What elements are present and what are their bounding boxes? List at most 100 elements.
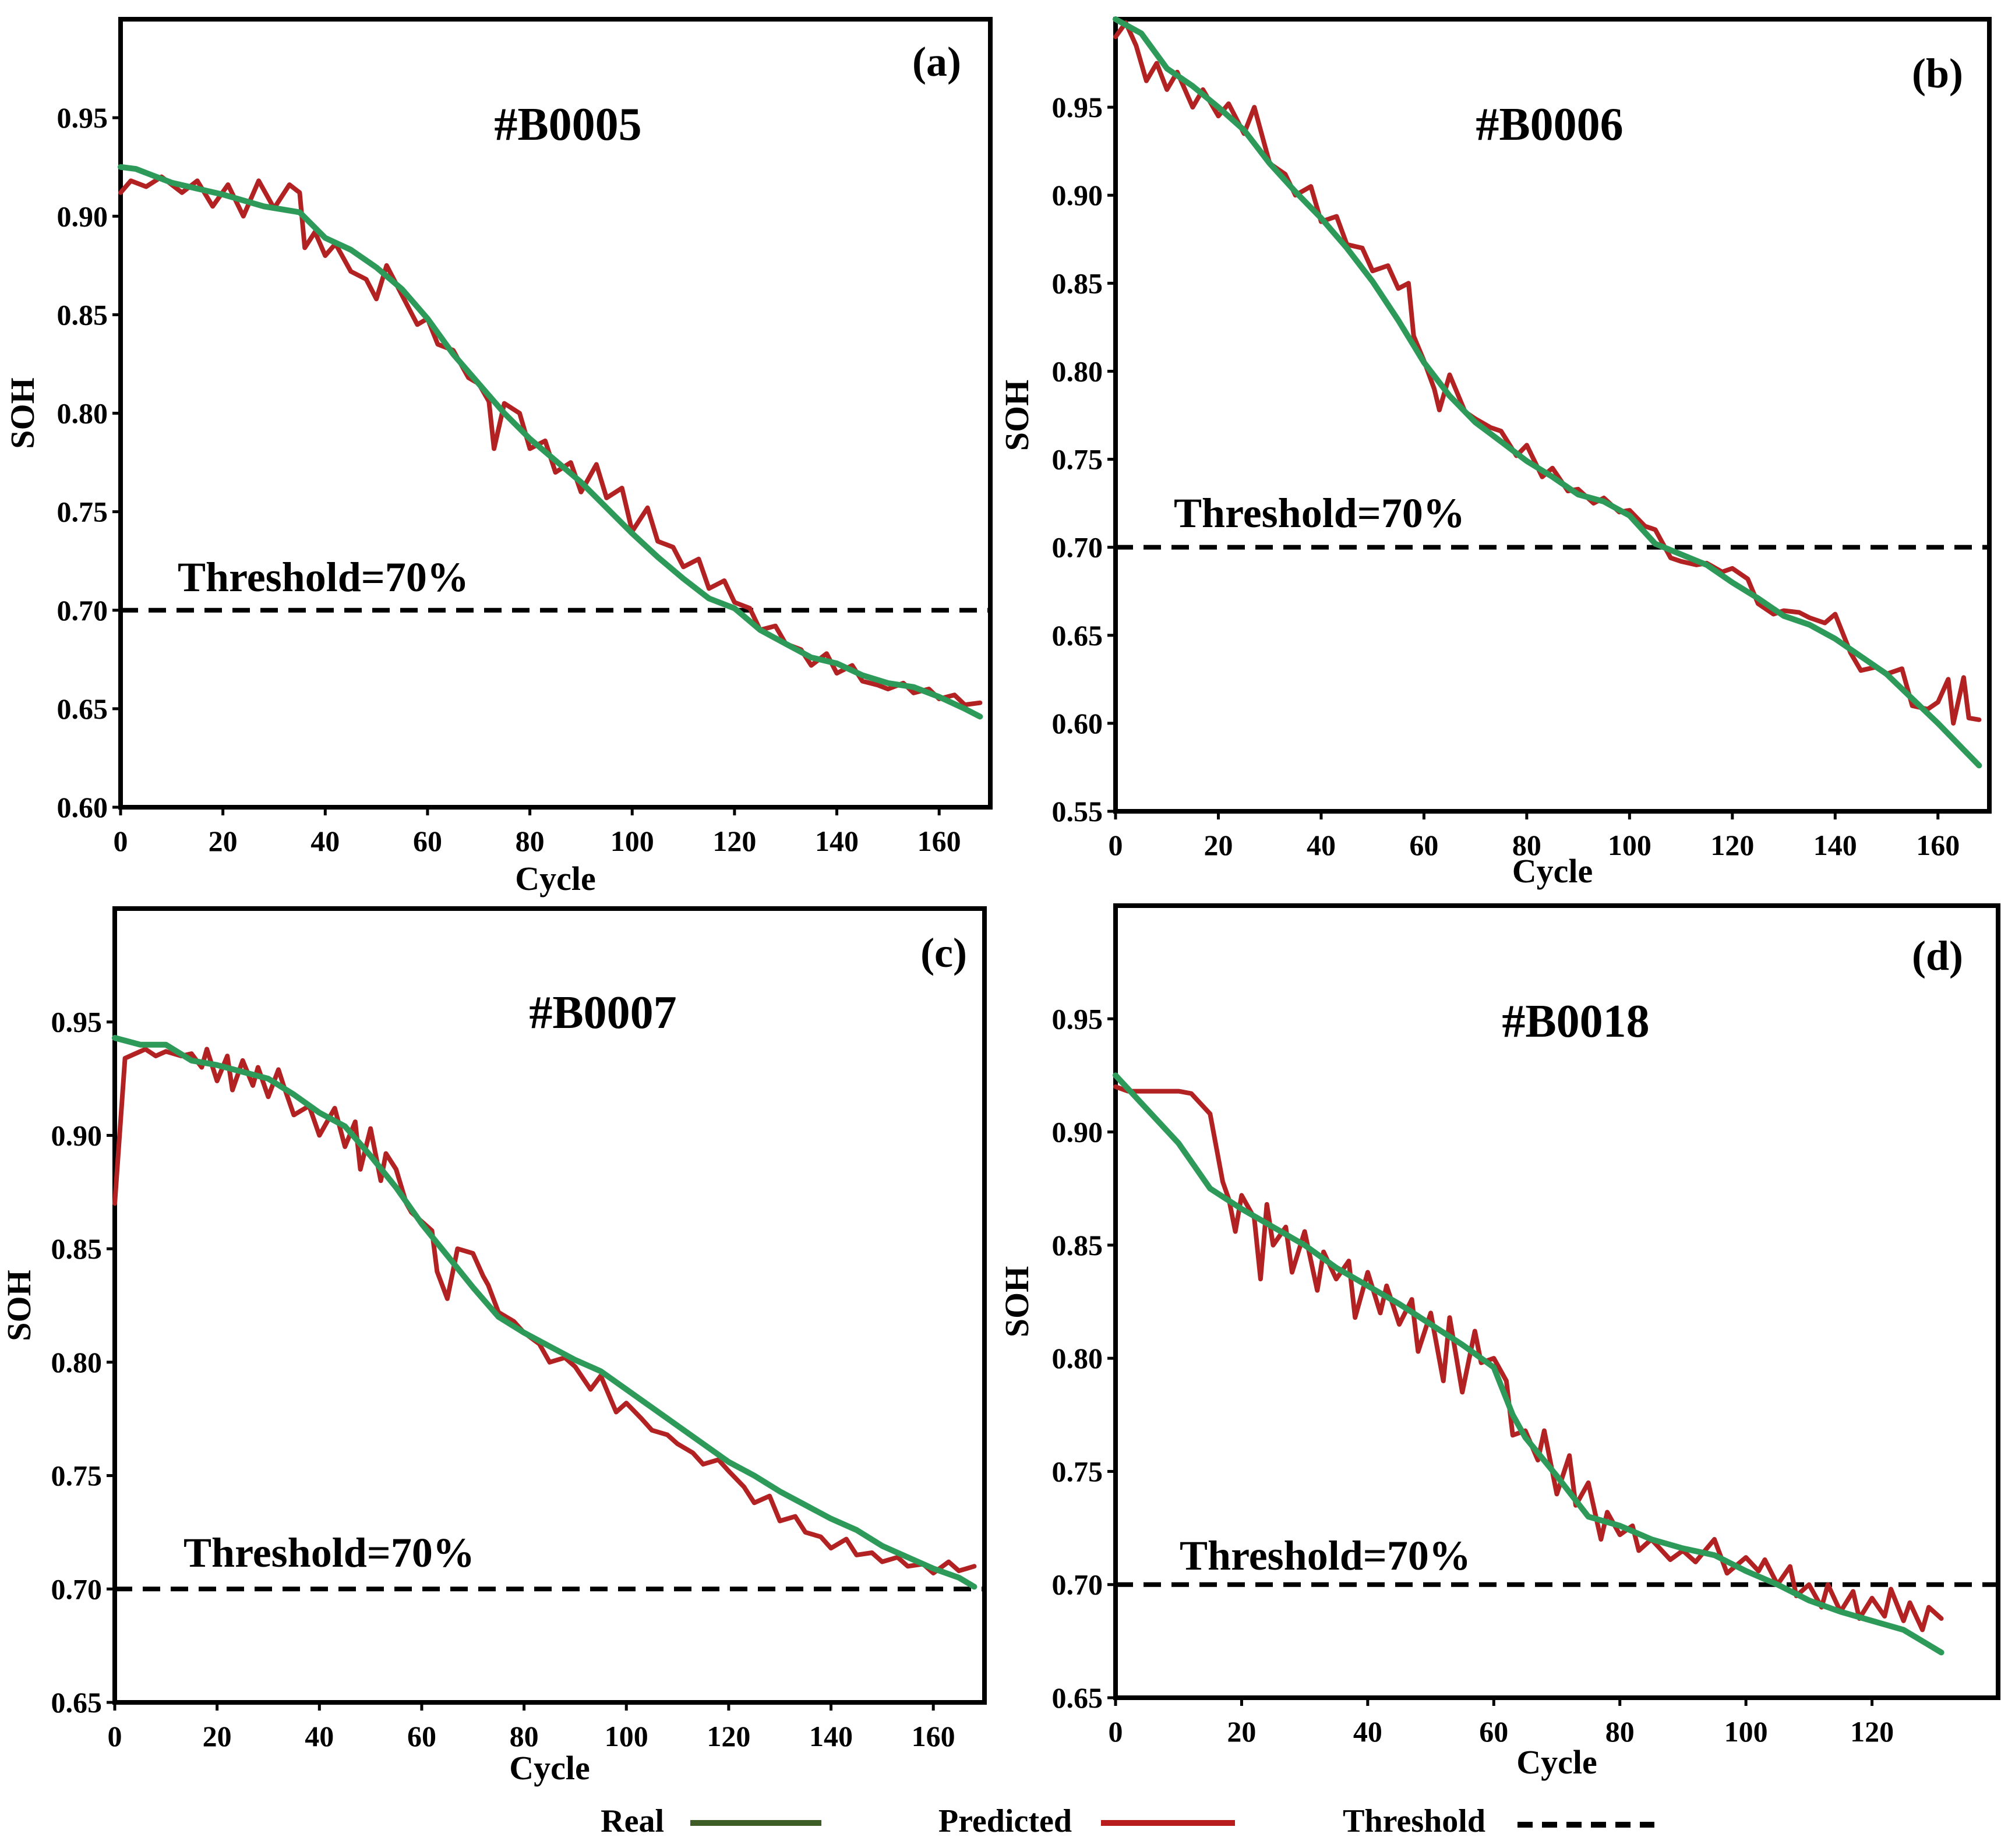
x-tick-label: 120 [1850,1715,1894,1748]
threshold-label: Threshold=70% [1174,490,1465,536]
x-tick-label: 60 [413,825,442,857]
y-tick-label: 0.70 [1052,531,1103,564]
y-tick-label: 0.95 [51,1006,103,1038]
panel-label: (c) [920,930,967,976]
x-tick-label: 20 [209,825,238,857]
x-tick-label: 20 [203,1720,232,1752]
x-tick-label: 100 [1608,829,1651,861]
chart-panel-4: 0 20 40 60 80 100 120 0.65 0.70 0.75 0.80 0.85 0.90 0… [998,903,2000,1781]
x-tick-label: 20 [1204,829,1233,861]
series-line-real [112,1035,977,1590]
plot-frame [1113,17,1992,814]
x-tick-label: 120 [712,825,756,857]
x-tick-label: 40 [1307,829,1336,861]
y-tick-label: 0.80 [1052,355,1103,387]
x-tick-label: 80 [1512,829,1541,861]
panel-label: (b) [1912,50,1963,97]
x-axis-label: Cycle [1512,852,1593,890]
chart-title: #B0005 [494,99,641,150]
x-tick-label: 60 [1479,1715,1508,1748]
y-tick-label: 0.95 [1052,1002,1103,1035]
y-tick-label: 0.85 [1052,1229,1103,1262]
threshold-label: Threshold=70% [183,1529,475,1576]
x-tick-label: 20 [1227,1715,1256,1748]
x-axis-label: Cycle [509,1749,590,1787]
plot-frame [112,906,987,1705]
y-axis-label: SOH [998,380,1036,451]
legend-label-real: Real [601,1803,664,1839]
x-tick-label: 80 [1605,1715,1635,1748]
x-tick-label: 160 [917,825,961,857]
x-tick-label: 100 [610,825,654,857]
legend: Real Predicted Threshold [601,1803,1654,1839]
y-tick-label: 0.60 [1052,707,1103,740]
legend-label-predicted: Predicted [938,1803,1072,1839]
y-tick-label: 0.75 [1052,443,1103,476]
x-tick-label: 100 [1724,1715,1768,1748]
y-axis-label: SOH [998,1266,1036,1338]
x-tick-label: 0 [114,825,128,857]
y-tick-label: 0.90 [57,200,108,232]
chart-panel-3: 0 20 40 60 80 100 120 140 160 0.65 0.70 0.75 0.80 0.8… [0,906,987,1787]
x-tick-label: 140 [1813,829,1857,861]
x-tick-label: 60 [407,1720,436,1752]
y-tick-label: 0.95 [57,101,108,134]
y-tick-label: 0.70 [1052,1568,1103,1601]
series-line-predicted [1113,1084,1944,1633]
x-tick-label: 120 [707,1720,750,1752]
y-tick-label: 0.60 [57,791,108,824]
x-axis-label: Cycle [1516,1743,1597,1781]
x-tick-label: 160 [1916,829,1960,861]
y-axis-label: SOH [3,377,41,449]
x-tick-label: 140 [809,1720,853,1752]
y-tick-label: 0.65 [1052,619,1103,652]
y-tick-label: 0.75 [57,496,108,528]
panel-label: (a) [912,38,961,85]
y-tick-label: 0.80 [1052,1342,1103,1374]
y-tick-label: 0.80 [57,397,108,430]
chart-title: #B0018 [1502,996,1649,1047]
y-tick-label: 0.70 [51,1573,103,1605]
y-tick-label: 0.55 [1052,795,1103,828]
x-tick-label: 80 [510,1720,539,1752]
x-tick-label: 0 [108,1720,122,1752]
x-tick-label: 140 [815,825,859,857]
y-tick-label: 0.90 [1052,179,1103,211]
y-tick-label: 0.80 [51,1346,103,1379]
y-tick-label: 0.90 [1052,1116,1103,1149]
legend-label-threshold: Threshold [1343,1803,1485,1839]
chart-title: #B0006 [1476,99,1623,150]
y-axis-label: SOH [0,1270,38,1341]
panel-label: (d) [1912,932,1963,979]
y-tick-label: 0.85 [1052,267,1103,299]
y-tick-label: 0.85 [57,298,108,331]
chart-panel-2: 0 20 40 60 80 100 120 140 160 0.55 0.60 0.65 0.70 0.7… [998,16,1992,890]
series-line-real [1113,16,1982,769]
x-tick-label: 80 [516,825,545,857]
y-tick-label: 0.65 [57,692,108,725]
x-tick-label: 40 [305,1720,334,1752]
y-tick-label: 0.65 [51,1686,103,1719]
y-tick-label: 0.70 [57,594,108,627]
series-line-predicted [112,1047,977,1575]
x-tick-label: 60 [1409,829,1438,861]
x-axis-label: Cycle [515,860,596,898]
x-tick-label: 40 [1353,1715,1382,1748]
threshold-label: Threshold=70% [178,554,469,600]
y-tick-label: 0.75 [51,1460,103,1492]
plot-frame [1113,903,2000,1700]
y-tick-label: 0.95 [1052,91,1103,123]
x-tick-label: 0 [1109,829,1123,861]
y-tick-label: 0.75 [1052,1455,1103,1487]
threshold-label: Threshold=70% [1180,1532,1471,1579]
x-tick-label: 100 [605,1720,648,1752]
series-line-real [1113,1072,1944,1656]
x-tick-label: 40 [310,825,340,857]
y-tick-label: 0.65 [1052,1681,1103,1714]
x-tick-label: 120 [1710,829,1754,861]
x-tick-label: 0 [1109,1715,1123,1748]
chart-panel-1: 0 20 40 60 80 100 120 140 160 0.60 0.65 0.70 0.75 0.8… [3,17,993,898]
x-tick-label: 160 [912,1720,955,1752]
series-line-real [118,164,983,720]
